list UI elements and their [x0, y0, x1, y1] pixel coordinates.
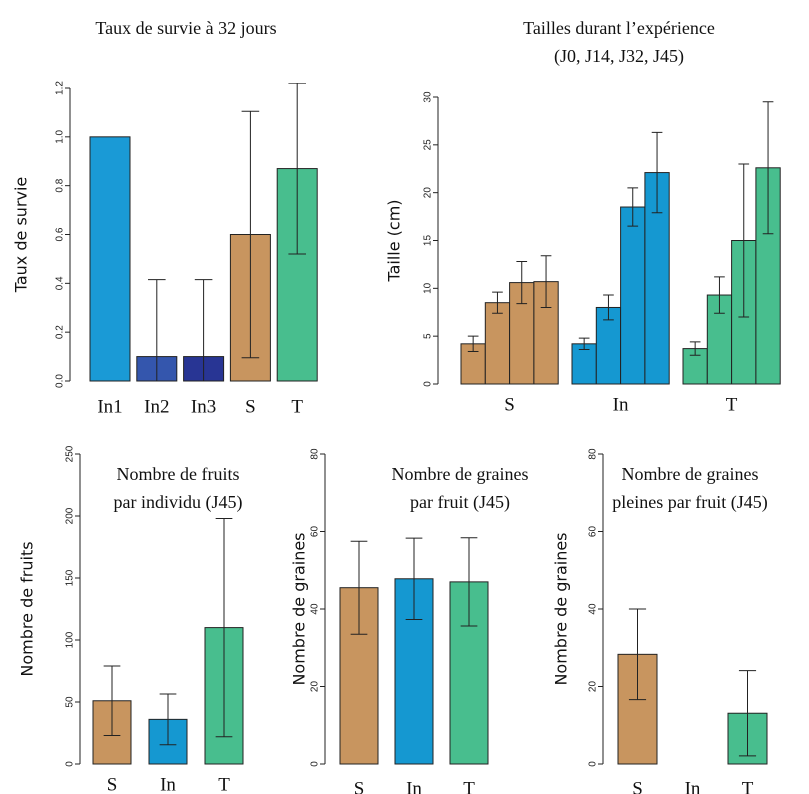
chart-title: Taux de survie à 32 jours: [95, 18, 276, 38]
y-tick-label: 200: [65, 507, 76, 524]
y-tick-label: 20: [588, 681, 599, 693]
x-tick-label: T: [742, 778, 754, 794]
y-tick-label: 0.8: [55, 178, 66, 192]
chart-title: Nombre de graines: [392, 464, 529, 484]
chart-title: par individu (J45): [114, 492, 243, 513]
chart-title: Nombre de fruits: [117, 464, 240, 484]
x-tick-label: T: [291, 396, 303, 417]
y-tick-label: 40: [588, 603, 599, 615]
y-axis-label: Taux de survie: [12, 177, 31, 294]
x-tick-label: T: [218, 774, 230, 794]
error-bar: [215, 517, 233, 738]
y-tick-label: 20: [310, 681, 321, 693]
error-bar: [627, 187, 639, 227]
y-tick-label: 150: [65, 569, 76, 586]
y-axis-label: Nombre de graines: [290, 532, 309, 685]
bar: [620, 206, 646, 385]
x-tick-label: T: [726, 394, 738, 415]
y-tick-label: 0: [423, 381, 434, 387]
x-tick-label: In1: [97, 396, 122, 417]
error-bar: [350, 540, 368, 635]
y-axis-label: Nombre de fruits: [18, 541, 37, 676]
y-tick-label: 60: [588, 526, 599, 538]
y-tick-label: 0: [588, 761, 599, 767]
chart-panel: Tailles durant l’expérience (J0, J14, J32…: [385, 18, 781, 415]
y-axis-label: Taille (cm): [385, 199, 404, 282]
x-tick-label: In3: [191, 396, 216, 417]
x-tick-label: In: [160, 774, 176, 794]
error-bar: [103, 665, 121, 736]
x-tick-label: In: [613, 394, 629, 415]
error-bar: [689, 341, 701, 356]
error-bar: [628, 608, 647, 701]
y-tick-label: 15: [423, 235, 434, 247]
bar: [89, 136, 131, 382]
bar: [484, 302, 511, 385]
y-tick-label: 0.4: [55, 276, 66, 290]
y-axis-label: Nombre de graines: [552, 532, 571, 685]
error-bar: [492, 291, 503, 314]
chart-panel: Nombre de graines pleines par fruit (J45)…: [552, 448, 768, 794]
chart-title: Tailles durant l’expérience: [523, 18, 715, 38]
y-tick-label: 250: [65, 445, 76, 462]
y-tick-label: 80: [588, 448, 599, 460]
error-bar: [241, 110, 260, 359]
x-tick-label: S: [107, 774, 118, 794]
x-tick-label: In: [406, 778, 422, 794]
chart-panel: Nombre de fruits par individu (J45) Nombre…: [18, 445, 244, 794]
chart-title: (J0, J14, J32, J45): [554, 46, 684, 67]
x-tick-label: T: [463, 778, 475, 794]
y-tick-label: 10: [423, 282, 434, 294]
y-tick-label: 1.0: [55, 129, 66, 143]
error-bar: [651, 131, 663, 214]
y-tick-label: 80: [310, 448, 321, 460]
y-tick-label: 0: [65, 761, 76, 767]
error-bar: [714, 276, 725, 314]
chart-title: pleines par fruit (J45): [612, 492, 767, 513]
error-bar: [516, 261, 528, 305]
y-tick-label: 30: [423, 91, 434, 103]
y-tick-label: 100: [65, 631, 76, 648]
chart-title: Nombre de graines: [622, 464, 759, 484]
y-tick-label: 50: [65, 696, 76, 708]
error-bar: [288, 83, 306, 255]
x-tick-label: In2: [144, 396, 169, 417]
error-bar: [148, 279, 166, 381]
y-tick-label: 0.6: [55, 227, 66, 241]
y-tick-label: 40: [310, 603, 321, 615]
x-tick-label: S: [245, 396, 256, 417]
error-bar: [460, 537, 478, 627]
y-tick-label: 25: [423, 139, 434, 151]
y-tick-label: 60: [310, 526, 321, 538]
y-tick-label: 1.2: [55, 81, 66, 95]
error-bar: [467, 335, 479, 352]
error-bar: [405, 537, 423, 620]
x-tick-label: S: [632, 778, 643, 794]
x-tick-label: S: [354, 778, 365, 794]
chart-panel: Taux de survie à 32 jours Taux de survie 0…: [12, 18, 318, 417]
chart-panel: Nombre de graines par fruit (J45) Nombre d…: [290, 448, 529, 794]
x-tick-label: In: [685, 778, 701, 794]
error-bar: [159, 693, 177, 746]
error-bar: [540, 255, 552, 308]
y-tick-label: 0: [310, 761, 321, 767]
error-bar: [603, 294, 614, 321]
y-tick-label: 20: [423, 187, 434, 199]
y-tick-label: 5: [423, 333, 434, 339]
error-bar: [194, 279, 213, 381]
error-bar: [738, 670, 757, 757]
error-bar: [762, 101, 774, 235]
x-tick-label: S: [504, 394, 515, 415]
chart-title: par fruit (J45): [410, 492, 510, 513]
y-tick-label: 0.0: [55, 374, 66, 388]
error-bar: [738, 163, 750, 318]
y-tick-label: 0.2: [55, 325, 66, 339]
error-bar: [578, 337, 590, 351]
